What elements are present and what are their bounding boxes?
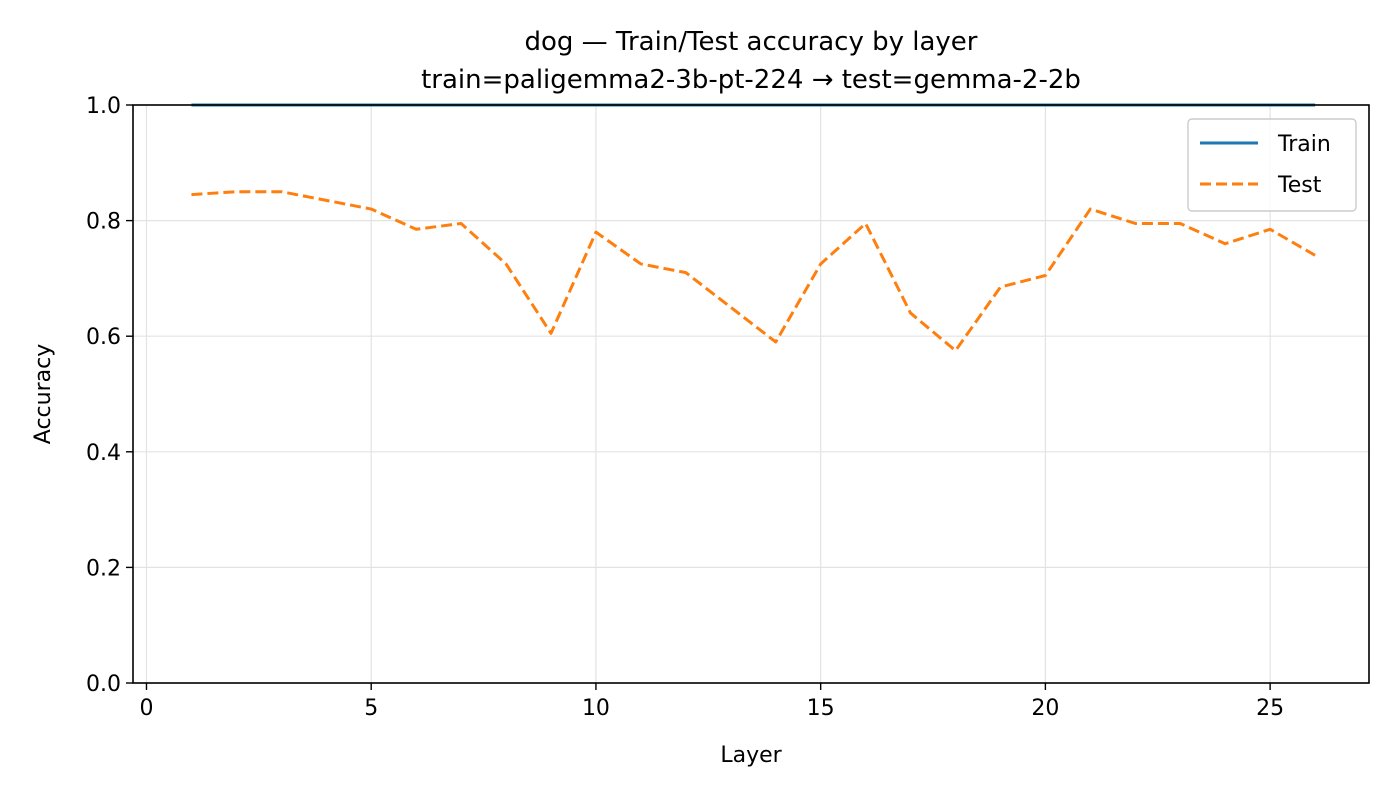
- chart-subtitle: train=paligemma2-3b-pt-224 → test=gemma-…: [421, 65, 1081, 95]
- x-tick-label: 0: [139, 696, 153, 721]
- chart-title: dog — Train/Test accuracy by layer: [524, 27, 977, 57]
- plot-frame: [132, 104, 1370, 684]
- x-tick-label: 5: [364, 696, 378, 721]
- y-tick-label: 1.0: [86, 94, 121, 119]
- y-tick-label: 0.4: [86, 441, 121, 466]
- y-tick-label: 0.2: [86, 556, 121, 581]
- x-tick-label: 15: [807, 696, 835, 721]
- x-axis-label: Layer: [720, 743, 782, 768]
- legend-box: [1187, 118, 1357, 212]
- legend-label-train: Train: [1277, 132, 1331, 157]
- x-tick-label: 25: [1256, 696, 1284, 721]
- x-tick-label: 10: [582, 696, 610, 721]
- y-tick-label: 0.0: [86, 672, 121, 697]
- axis-ticks: 0 5 10 15 20 25 0.0 0.2 0.4 0.6 0.8 1.0: [86, 94, 1284, 721]
- legend: Train Test: [1187, 118, 1357, 212]
- legend-label-test: Test: [1277, 173, 1322, 198]
- y-axis-label: Accuracy: [31, 344, 56, 444]
- x-tick-label: 20: [1031, 696, 1059, 721]
- series-line-test: [191, 190, 1316, 353]
- y-tick-label: 0.8: [86, 210, 121, 235]
- y-tick-label: 0.6: [86, 325, 121, 350]
